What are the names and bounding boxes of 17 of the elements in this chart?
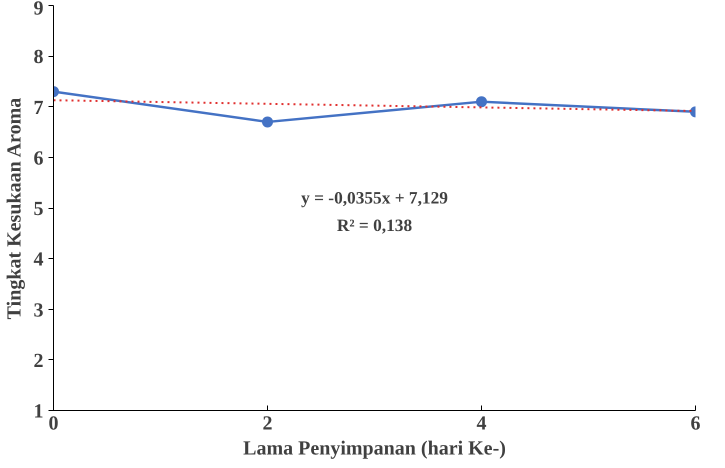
y-tick-label: 7 xyxy=(34,96,44,119)
x-tick-label: 4 xyxy=(476,412,486,434)
x-tick-label: 2 xyxy=(262,412,272,434)
x-tick-label: 6 xyxy=(690,412,700,434)
x-tick-label: 0 xyxy=(48,412,58,434)
y-tick-label: 5 xyxy=(34,198,44,220)
y-tick-label: 9 xyxy=(34,0,44,20)
annotation: R² = 0,138 xyxy=(336,216,412,236)
x-axis-title: Lama Penyimpanan (hari Ke-) xyxy=(243,438,506,460)
y-tick-label: 1 xyxy=(34,400,44,422)
y-tick-label: 6 xyxy=(34,147,44,170)
y-tick-label: 8 xyxy=(34,46,44,68)
y-tick-label: 2 xyxy=(34,350,44,372)
y-tick-label: 3 xyxy=(34,299,44,322)
y-tick-label: 4 xyxy=(34,248,44,271)
y-axis-title: Tingkat Kesukaan Aroma xyxy=(4,98,26,320)
annotation: y = -0,0355x + 7,129 xyxy=(301,188,448,208)
